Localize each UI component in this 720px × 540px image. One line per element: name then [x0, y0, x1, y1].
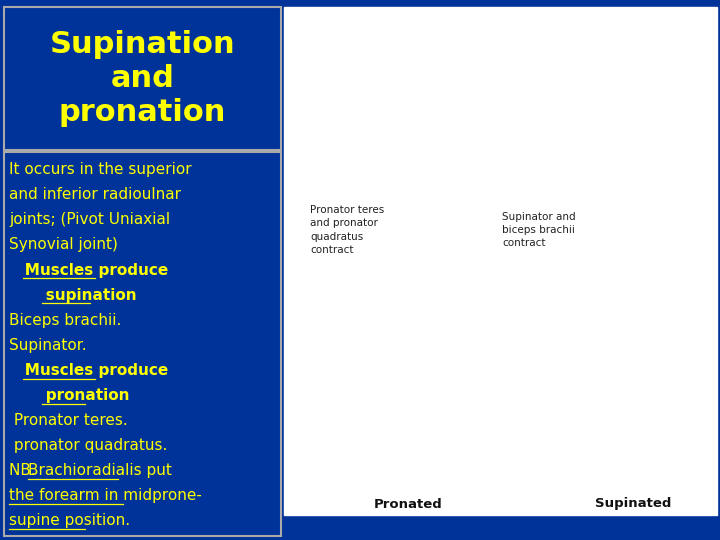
Text: joints; (Pivot Uniaxial: joints; (Pivot Uniaxial: [9, 212, 170, 227]
Text: Pronator teres.: Pronator teres.: [9, 413, 127, 428]
Text: Supination
and
pronation: Supination and pronation: [50, 30, 235, 126]
Text: Muscles produce: Muscles produce: [9, 363, 168, 378]
Text: pronation: pronation: [9, 388, 130, 403]
Text: Muscles produce: Muscles produce: [9, 262, 168, 278]
Text: and inferior radioulnar: and inferior radioulnar: [9, 187, 181, 202]
Text: supination: supination: [9, 288, 137, 302]
Text: Synovial joint): Synovial joint): [9, 238, 118, 253]
Bar: [284, 7, 717, 515]
Text: It occurs in the superior: It occurs in the superior: [9, 163, 192, 177]
Text: Biceps brachii.: Biceps brachii.: [9, 313, 122, 328]
Text: pronator quadratus.: pronator quadratus.: [9, 438, 167, 453]
Text: supine position.: supine position.: [9, 513, 130, 528]
FancyBboxPatch shape: [4, 7, 281, 150]
Text: the forearm in midprone-: the forearm in midprone-: [9, 488, 202, 503]
Text: Pronator teres
and pronator
quadratus
contract: Pronator teres and pronator quadratus co…: [310, 205, 384, 255]
Text: NB.: NB.: [9, 463, 40, 478]
Text: Pronated: Pronated: [374, 497, 443, 510]
FancyBboxPatch shape: [4, 152, 281, 536]
Text: Supinator.: Supinator.: [9, 338, 86, 353]
Text: Supinated: Supinated: [595, 497, 671, 510]
Text: Brachioradialis put: Brachioradialis put: [28, 463, 172, 478]
Text: Supinator and
biceps brachii
contract: Supinator and biceps brachii contract: [502, 212, 575, 248]
